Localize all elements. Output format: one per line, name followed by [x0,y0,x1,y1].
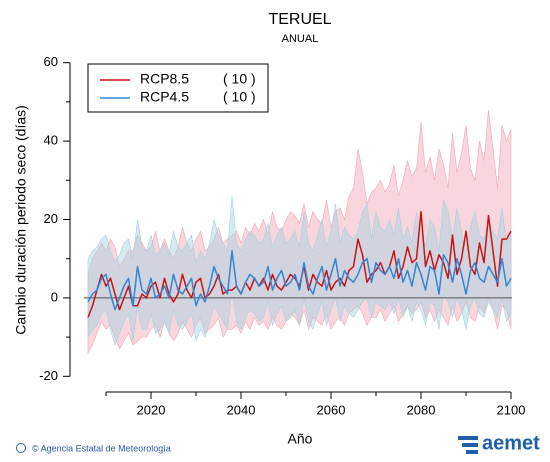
chart-title: TERUEL [268,11,331,28]
footer-credit: © Agencia Estatal de Meteorología [32,443,171,453]
y-tick-label: 60 [44,54,58,69]
logo-bar [458,436,478,440]
y-tick-label: 40 [44,133,58,148]
legend: RCP8.5 ( 10 ) RCP4.5 ( 10 ) [87,63,269,113]
y-axis-label: Cambio duración periodo seco (días) [13,105,29,335]
y-tick-label: -20 [39,368,58,383]
x-tick-label: 2060 [317,402,346,417]
credit-icon [16,443,26,453]
y-tick-label: 0 [51,289,58,304]
series-line [87,250,512,311]
x-tick-label: 2040 [227,402,256,417]
x-tick-label: 2080 [407,402,436,417]
y-tick-label: 20 [44,211,58,226]
footer-credit-group: © Agencia Estatal de Meteorología [16,443,171,453]
x-tick-label: 2020 [137,402,166,417]
legend-label: RCP4.5 [140,89,189,105]
uncertainty-band [87,195,512,346]
legend-count: ( 10 ) [223,71,256,87]
x-axis-label: Año [288,431,313,447]
chart-subtitle: ANUAL [282,33,319,45]
legend-box [87,63,269,113]
logo-group: aemet [458,432,540,454]
x-tick-label: 2100 [497,402,526,417]
legend-count: ( 10 ) [223,89,256,105]
logo-bar [466,450,478,454]
legend-label: RCP8.5 [140,71,189,87]
footer-logo: aemet [482,432,540,454]
logo-bar [462,443,478,447]
